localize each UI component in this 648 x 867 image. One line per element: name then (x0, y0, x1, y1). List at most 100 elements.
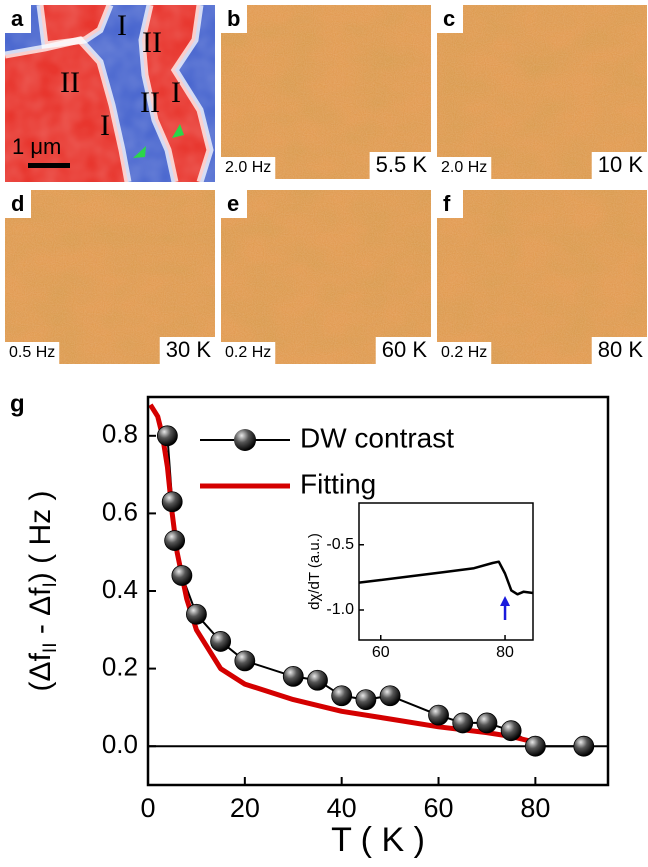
label-box (221, 5, 247, 33)
x-tick-label: 20 (230, 793, 260, 823)
x-axis-label: T ( K ) (331, 821, 425, 859)
label-box (5, 190, 31, 218)
y-tick-label: 0.8 (102, 419, 138, 449)
domain-wall (170, 5, 214, 182)
label-box (159, 337, 215, 364)
temperature-label: 30 K (166, 337, 212, 362)
afm-grain (437, 190, 647, 364)
legend-label: DW contrast (300, 422, 454, 453)
label-box (437, 342, 492, 364)
data-point (171, 565, 193, 586)
label-box (591, 337, 647, 364)
image-panel: 2.0 Hz 5.5 K b (221, 5, 431, 179)
frequency-label: 0.5 Hz (9, 344, 55, 361)
y-tick-label: 0.6 (102, 496, 138, 526)
label-box (5, 342, 60, 364)
y-label-text: - Δf (24, 587, 57, 643)
panel-label: e (227, 191, 239, 216)
legend-label: Fitting (300, 468, 376, 499)
panel-label: a (11, 6, 24, 31)
data-point (379, 685, 401, 707)
frequency-label: 0.2 Hz (225, 344, 271, 361)
domain-label: II (140, 86, 160, 119)
domain-label: I (100, 109, 110, 142)
data-point (573, 735, 595, 757)
x-tick-label: 0 (140, 793, 155, 823)
afm-grain (437, 5, 647, 179)
label-box (591, 152, 647, 179)
inset-x-tick-label: 60 (372, 644, 390, 661)
image-panel: 2.0 Hz 10 K c (437, 5, 647, 179)
data-point (355, 689, 377, 711)
label-box (221, 190, 247, 218)
temperature-label: 10 K (598, 152, 644, 177)
inset-line (358, 560, 534, 596)
frequency-label: 0.2 Hz (441, 344, 487, 361)
label-box (437, 5, 463, 33)
y-label-subscript: I (40, 582, 61, 587)
domain-label: II (142, 26, 162, 59)
data-point (234, 650, 256, 672)
y-label-subscript: II (40, 643, 61, 654)
domain-label: II (60, 66, 80, 99)
panel-label: g (10, 390, 25, 417)
inset-y-tick-label: -1.0 (326, 601, 354, 618)
data-point (186, 603, 207, 625)
image-panel: 0.2 Hz 80 K f (437, 190, 647, 364)
data-point (452, 712, 474, 734)
data-point (524, 735, 546, 757)
data-point (476, 712, 498, 734)
afm-grain (5, 190, 215, 364)
data-point (156, 425, 178, 447)
label-box (369, 152, 431, 179)
data-point (428, 704, 449, 726)
x-tick-label: 60 (424, 793, 454, 823)
data-point (500, 720, 522, 742)
inset-y-tick-label: -0.5 (326, 536, 354, 553)
domain-wall (138, 5, 179, 182)
data-point (331, 685, 353, 707)
domain-label: I (117, 9, 127, 42)
inset-frame (358, 502, 534, 641)
y-tick-label: 0.2 (102, 651, 138, 681)
image-panel: 0.2 Hz 60 K e (221, 190, 431, 364)
temperature-label: 60 K (382, 337, 428, 362)
data-point (164, 530, 186, 551)
x-tick-label: 40 (327, 793, 357, 823)
domain-wall (36, 5, 114, 49)
data-point (307, 669, 328, 691)
data-point (210, 631, 232, 652)
label-box (375, 337, 431, 364)
legend-marker (234, 429, 256, 451)
inset-y-label: dχ/dT (a.u.) (306, 533, 323, 610)
image-panel: 0.5 Hz 30 K d (5, 190, 215, 364)
y-tick-label: 0.4 (102, 574, 138, 604)
panel-label: f (443, 191, 451, 216)
inset: 60 80 -0.5 -1.0dχ/dT (a.u.) (306, 502, 534, 661)
y-axis-label: (ΔfII - ΔfI) ( Hz ) (24, 491, 61, 692)
domain-label: I (171, 76, 181, 109)
green-arrow (172, 124, 184, 138)
label-box (221, 342, 276, 364)
inset-x-tick-label: 80 (496, 644, 514, 661)
label-box (5, 5, 31, 33)
frequency-label: 2.0 Hz (225, 159, 271, 176)
temperature-label: 80 K (598, 337, 644, 362)
scale-bar-label: 1 μm (12, 134, 61, 159)
panel-label: b (227, 6, 240, 31)
green-arrow (133, 146, 146, 158)
inset-arrow-head (500, 596, 511, 606)
y-label-text: ) ( Hz ) (24, 491, 57, 583)
panel-label: c (443, 6, 455, 31)
data-point (282, 665, 304, 687)
data-point (161, 491, 183, 513)
x-tick-label: 80 (520, 793, 550, 823)
y-label-text: (Δf (24, 652, 57, 691)
label-box (221, 157, 276, 179)
chart: g 0 20 40 60 80 0.0 0.2 0.4 0.6 0.8 T ( K ) (ΔfII - … (10, 390, 610, 859)
plot-frame (146, 395, 610, 787)
afm-grain (221, 5, 431, 179)
